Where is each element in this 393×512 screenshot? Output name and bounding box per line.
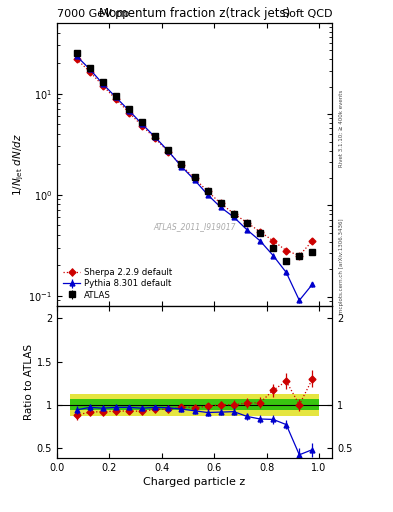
- Text: ATLAS_2011_I919017: ATLAS_2011_I919017: [153, 222, 236, 231]
- Text: 7000 GeV pp: 7000 GeV pp: [57, 9, 129, 19]
- Y-axis label: $1/N_\mathregular{jet}\ dN/dz$: $1/N_\mathregular{jet}\ dN/dz$: [11, 133, 26, 196]
- Text: Rivet 3.1.10; ≥ 400k events: Rivet 3.1.10; ≥ 400k events: [339, 90, 344, 166]
- Title: Momentum fraction z(track jets): Momentum fraction z(track jets): [99, 8, 290, 20]
- Y-axis label: Ratio to ATLAS: Ratio to ATLAS: [24, 344, 34, 420]
- Text: mcplots.cern.ch [arXiv:1306.3436]: mcplots.cern.ch [arXiv:1306.3436]: [339, 219, 344, 314]
- X-axis label: Charged particle z: Charged particle z: [143, 477, 246, 487]
- Legend: Sherpa 2.2.9 default, Pythia 8.301 default, ATLAS: Sherpa 2.2.9 default, Pythia 8.301 defau…: [61, 266, 174, 301]
- Text: Soft QCD: Soft QCD: [282, 9, 332, 19]
